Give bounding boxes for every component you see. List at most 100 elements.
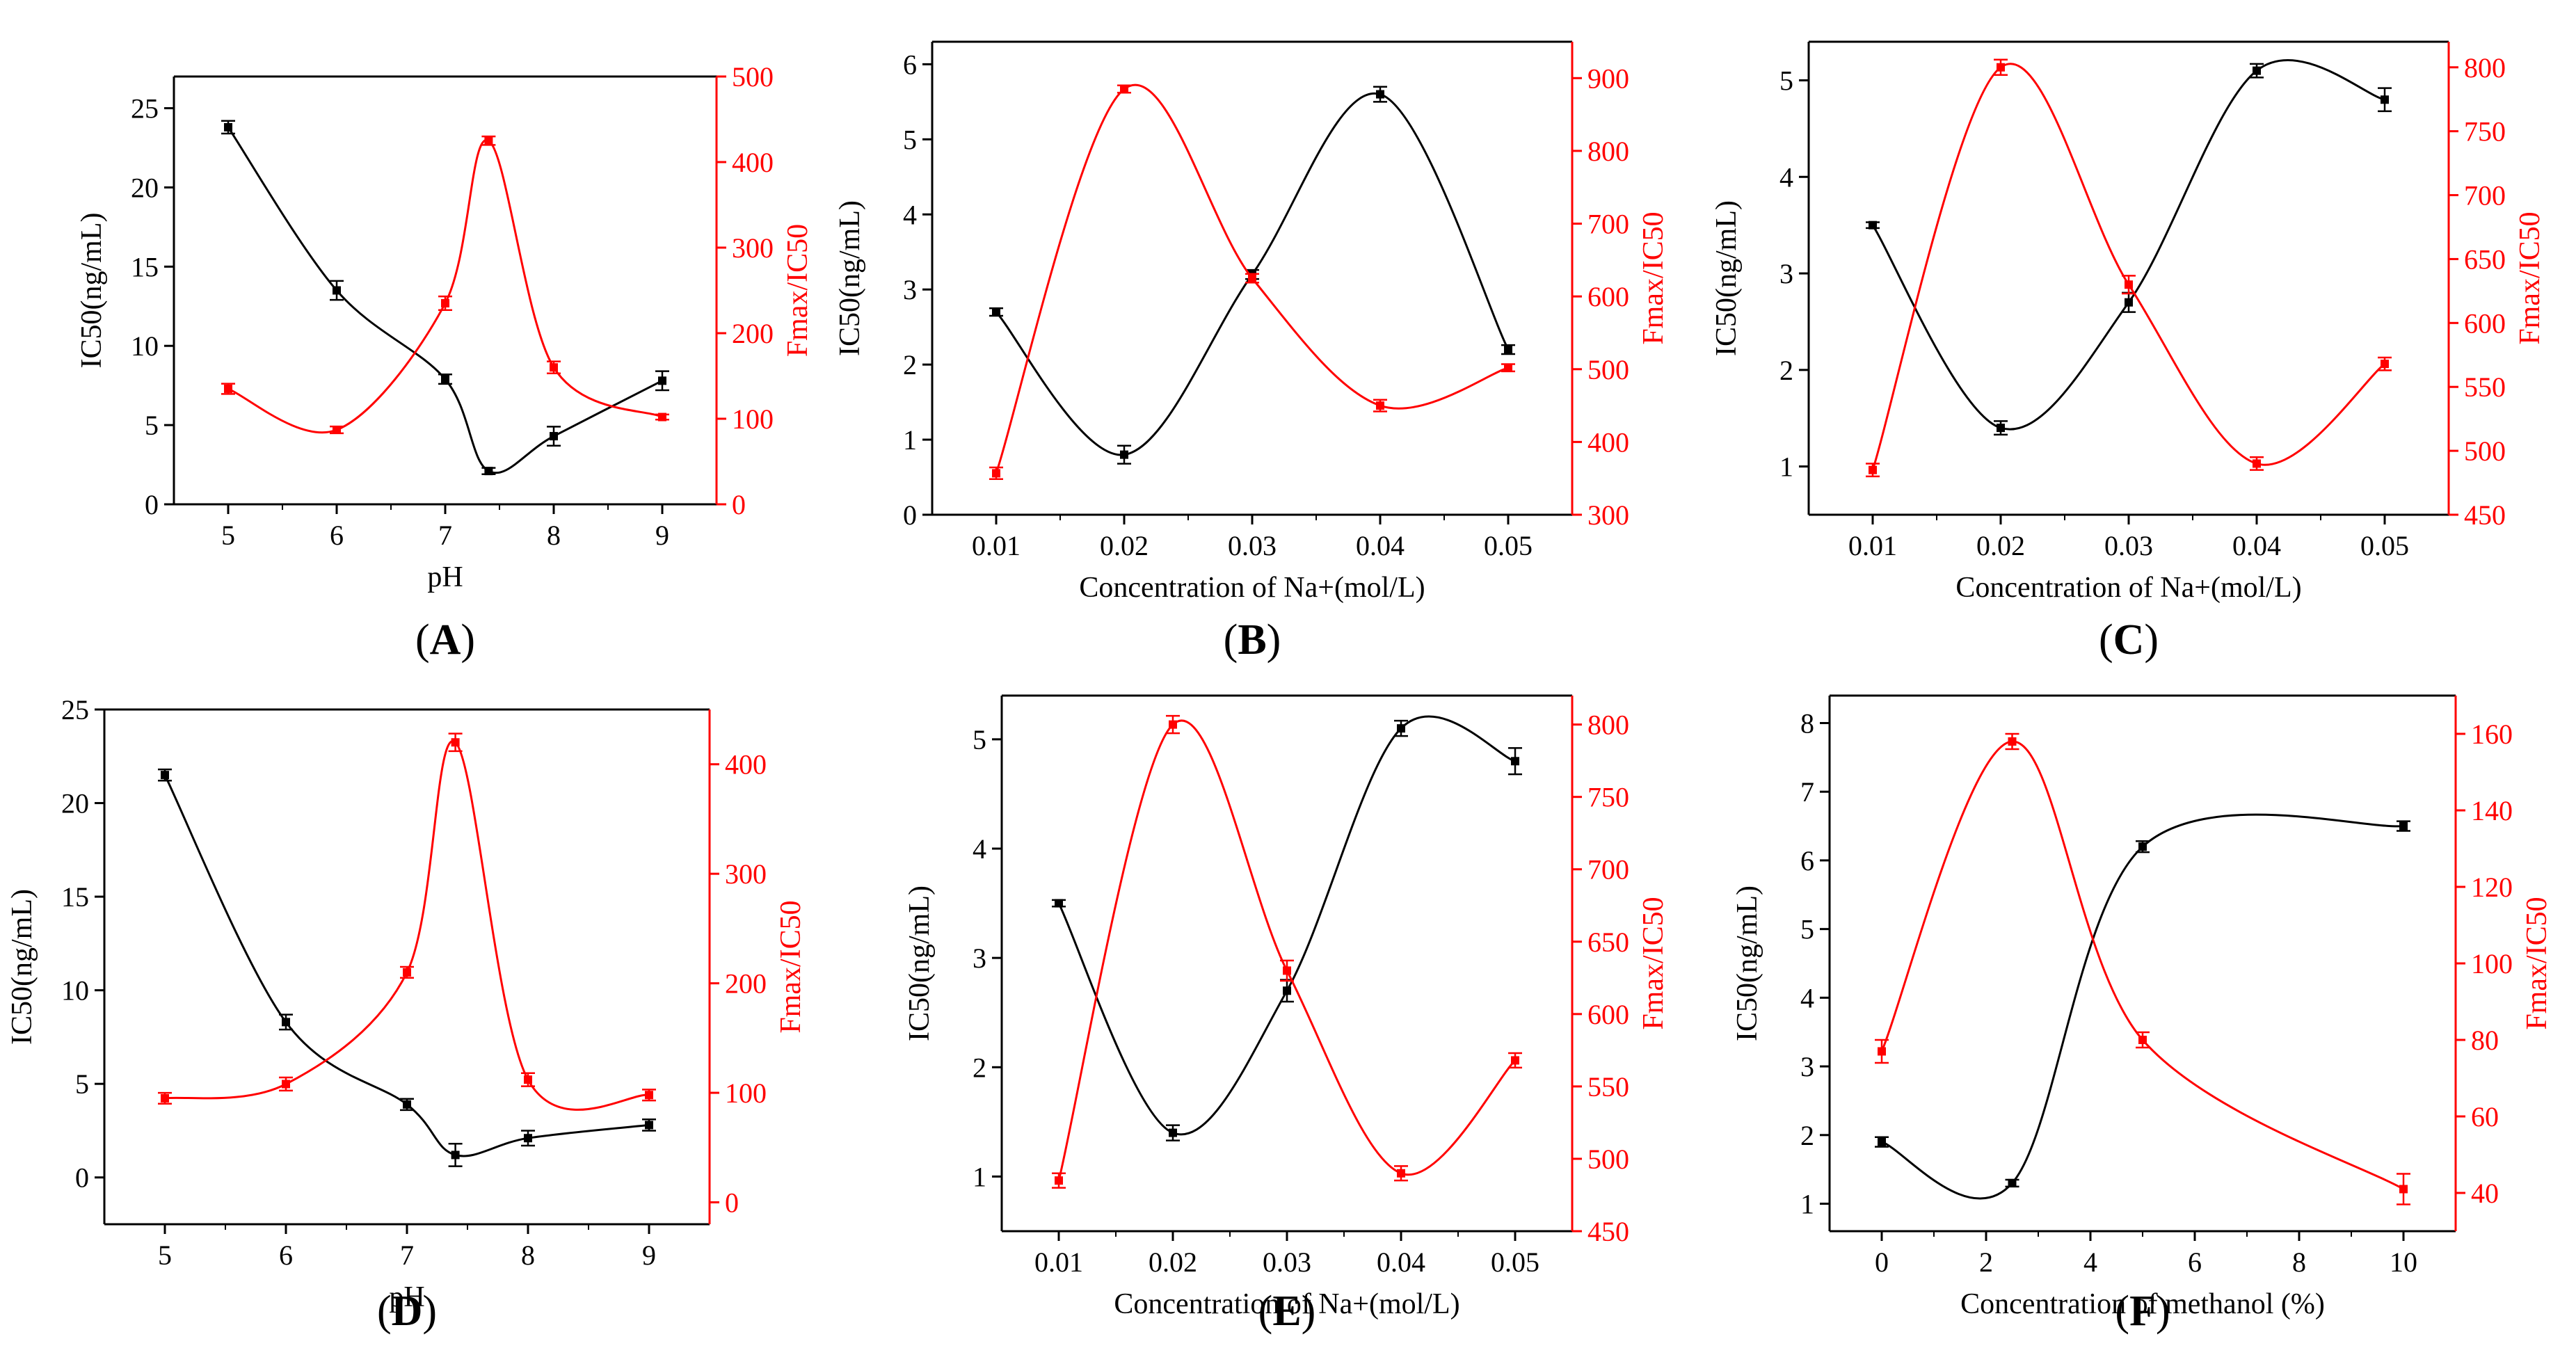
data-point [550, 432, 558, 441]
right-y-tick-label: 500 [1587, 354, 1629, 385]
panel-E: 0.01 0.02 0.03 0.04 0.05 1 2 3 4 5 450 500 550 600 650… [904, 694, 1670, 1335]
panel-letter-value: A [430, 616, 461, 664]
left-y-tick-label: 5 [1800, 914, 1814, 945]
right-y-tick-label: 80 [2471, 1025, 2499, 1056]
data-point [645, 1121, 653, 1130]
series-ic50 [158, 768, 656, 1167]
data-point [658, 376, 666, 385]
data-point [1248, 274, 1256, 282]
data-point [2381, 95, 2389, 104]
data-point [2253, 459, 2261, 468]
data-point [1120, 450, 1128, 459]
x-tick-label: 7 [438, 520, 452, 551]
left-y-axis-title: IC50(ng/mL) [834, 200, 866, 356]
left-y-tick-label: 5 [973, 724, 986, 755]
panel-letter: (C) [2099, 616, 2159, 664]
series-fmax-ic50 [221, 135, 669, 435]
data-point [1169, 720, 1177, 729]
data-point [2125, 298, 2133, 307]
data-point [282, 1018, 290, 1027]
x-axis-title: pH [427, 561, 463, 593]
right-y-axis-title: Fmax/IC50 [782, 224, 814, 357]
left-y-tick-label: 0 [75, 1162, 89, 1194]
left-y-tick-label: 1 [1800, 1189, 1814, 1220]
right-y-tick-label: 700 [2464, 180, 2506, 211]
data-point [333, 286, 341, 295]
panel-letter-value: D [392, 1288, 423, 1335]
x-tick-label: 0.05 [1491, 1246, 1539, 1278]
right-y-tick-label: 900 [1587, 63, 1629, 94]
x-tick-label: 0.03 [1263, 1246, 1311, 1278]
x-tick-label: 0.04 [1377, 1246, 1425, 1278]
right-y-tick-label: 300 [732, 232, 774, 264]
x-tick-label: 5 [221, 520, 235, 551]
x-tick-label: 8 [2292, 1246, 2306, 1278]
right-y-tick-label: 700 [1587, 854, 1629, 885]
right-y-tick-label: 650 [2464, 243, 2506, 275]
left-y-tick-label: 7 [1800, 776, 1814, 808]
left-y-tick-label: 3 [903, 274, 917, 305]
right-y-tick-label: 600 [1587, 281, 1629, 312]
right-y-tick-label: 800 [1587, 136, 1629, 167]
data-point [1055, 1176, 1063, 1185]
data-point [2138, 1036, 2147, 1044]
right-y-tick-label: 500 [1587, 1144, 1629, 1175]
right-y-tick-label: 100 [732, 403, 774, 435]
left-y-tick-label: 3 [1779, 258, 1793, 289]
data-point [2381, 360, 2389, 369]
data-point [2399, 1185, 2408, 1194]
data-point [1169, 1128, 1177, 1137]
x-tick-label: 4 [2083, 1246, 2097, 1278]
right-y-tick-label: 500 [2464, 435, 2506, 467]
data-point [403, 1100, 411, 1109]
data-point [1504, 363, 1512, 372]
panel-letter-value: E [1272, 1288, 1301, 1335]
x-tick-label: 0.01 [1034, 1246, 1083, 1278]
left-y-tick-label: 1 [1779, 451, 1793, 483]
right-y-tick-label: 450 [2464, 499, 2506, 531]
right-y-tick-label: 800 [1587, 709, 1629, 741]
x-axis-title: pH [389, 1281, 424, 1313]
data-point [992, 307, 1000, 316]
x-tick-label: 10 [2390, 1246, 2417, 1278]
right-y-tick-label: 300 [725, 858, 767, 890]
data-point [224, 122, 232, 131]
data-point [1878, 1047, 1886, 1056]
left-y-tick-label: 3 [1800, 1051, 1814, 1082]
left-y-tick-label: 2 [1779, 355, 1793, 386]
series-line [1057, 719, 1517, 1181]
series-line [995, 92, 1510, 456]
series-ic50 [989, 86, 1515, 465]
right-y-axis-title: Fmax/IC50 [2521, 897, 2553, 1029]
data-point [1283, 966, 1291, 975]
left-y-tick-label: 2 [903, 349, 917, 380]
right-y-tick-label: 450 [1587, 1216, 1629, 1247]
left-y-tick-label: 4 [1779, 161, 1793, 193]
data-point [1997, 424, 2005, 433]
data-point [1511, 1056, 1519, 1065]
left-y-axis-title: IC50(ng/mL) [1731, 885, 1763, 1041]
right-y-tick-label: 400 [732, 147, 774, 178]
x-tick-label: 0.02 [1149, 1246, 1197, 1278]
left-y-tick-label: 15 [61, 881, 89, 913]
series-fmax-ic50 [158, 732, 656, 1111]
data-point [484, 136, 493, 145]
panel-letter: (A) [415, 616, 475, 664]
data-point [1376, 401, 1384, 410]
x-tick-label: 9 [642, 1240, 656, 1271]
right-y-tick-label: 40 [2471, 1178, 2499, 1209]
data-point [2399, 821, 2408, 831]
x-tick-label: 0.05 [1484, 530, 1533, 561]
data-point [524, 1075, 532, 1084]
left-y-tick-label: 5 [1779, 65, 1793, 97]
left-y-axis-title: IC50(ng/mL) [904, 885, 936, 1041]
right-y-tick-label: 0 [732, 489, 746, 520]
x-axis-title: Concentration of methanol (%) [1960, 1288, 2325, 1320]
data-point [2253, 66, 2261, 75]
left-y-tick-label: 20 [131, 172, 159, 203]
data-point [1504, 345, 1512, 354]
left-y-tick-label: 5 [75, 1068, 89, 1100]
x-tick-label: 8 [547, 520, 561, 551]
data-point [992, 469, 1000, 478]
data-point [1283, 986, 1291, 995]
